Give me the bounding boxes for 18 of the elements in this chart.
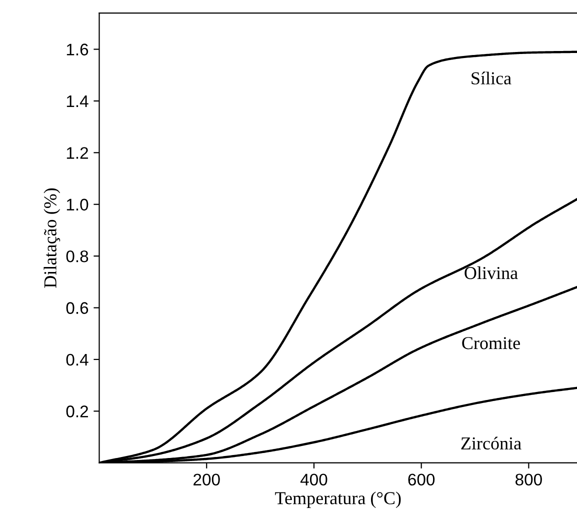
- series-label: Olivina: [464, 266, 518, 280]
- y-tick-label: 0.4: [66, 354, 88, 366]
- x-tick-label: 600: [408, 474, 435, 486]
- y-tick-label: 0.8: [66, 250, 88, 262]
- y-tick-label: 1.2: [66, 147, 88, 159]
- x-tick-label: 200: [194, 474, 220, 486]
- y-tick-label: 0.2: [66, 406, 88, 418]
- x-tick-label: 400: [300, 474, 328, 486]
- y-tick-label: 0.6: [66, 302, 88, 314]
- y-axis-title: Dilatação (%): [44, 188, 60, 288]
- series-label: Zircónia: [461, 436, 522, 450]
- series-label: Sílica: [472, 72, 512, 84]
- y-tick-label: 1.4: [66, 96, 88, 107]
- x-axis-title: Temperatura (°C): [275, 492, 401, 508]
- series-label: Cromite: [462, 337, 520, 350]
- x-tick-label: 800: [516, 474, 542, 486]
- y-tick-label: 1.6: [66, 44, 88, 56]
- y-tick-label: 1.0: [66, 198, 88, 211]
